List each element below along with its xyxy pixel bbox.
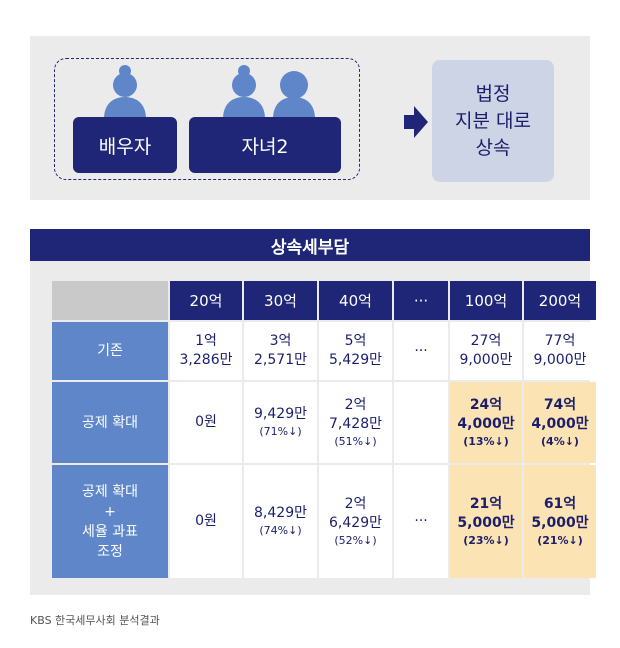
cell-change: (74%↓) <box>259 524 302 537</box>
cell-value: 77억 <box>544 333 576 349</box>
cell-change: (21%↓) <box>537 533 583 547</box>
cell-change: (4%↓) <box>541 434 579 448</box>
row-header-label: 공제 확대 <box>82 483 138 500</box>
table-cell: 2억 7,428만 (51%↓) <box>319 382 392 463</box>
table-cell <box>394 382 448 463</box>
column-header-label: ··· <box>413 291 429 310</box>
heirs-group: 배우자 자녀2 <box>54 58 360 180</box>
row-header-label: 조정 <box>97 543 123 560</box>
table-cell: ··· <box>394 322 448 380</box>
table-cell: 2억 6,429만 (52%↓) <box>319 465 392 578</box>
cell-value: 2억 <box>344 495 367 512</box>
cell-value: 0원 <box>195 513 217 529</box>
cell-value: 5,000만 <box>457 514 515 531</box>
table-cell: 8,429만 (74%↓) <box>244 465 317 578</box>
table-cell: 1억 3,286만 <box>170 322 242 380</box>
cell-value: 4,000만 <box>457 415 515 432</box>
cell-value: 9,000만 <box>459 352 513 368</box>
cell-value: 61억 <box>543 495 577 512</box>
cell-value: 0원 <box>195 414 217 430</box>
column-header: 20억 <box>170 281 242 320</box>
column-header: 200억 <box>524 281 596 320</box>
cell-value: 2억 <box>344 396 367 413</box>
table-cell: 0원 <box>170 465 242 578</box>
row-header-label: 공제 확대 <box>82 414 138 431</box>
cell-value: ··· <box>414 513 428 529</box>
cell-value: 74억 <box>543 396 577 413</box>
source-note: KBS 한국세무사회 분석결과 <box>30 614 160 627</box>
column-header-label: 20억 <box>189 292 223 310</box>
row-header-label: + <box>104 503 116 520</box>
cell-change: (13%↓) <box>463 434 509 448</box>
person-icon <box>273 71 315 119</box>
cell-value: 6,429만 <box>329 514 382 531</box>
table-corner <box>52 281 168 320</box>
table-cell: 77억 9,000만 <box>524 322 596 380</box>
table-cell: 5억 5,429만 <box>319 322 392 380</box>
table-cell: 27억 9,000만 <box>450 322 522 380</box>
column-header-label: 40억 <box>339 292 372 310</box>
person-icon <box>223 65 265 119</box>
column-header: ··· <box>394 281 448 320</box>
table-cell: 24억 4,000만 (13%↓) <box>450 382 522 463</box>
row-header: 공제 확대 <box>52 382 168 463</box>
cell-value: 9,429만 <box>254 406 307 422</box>
row-header-label: 기존 <box>97 343 123 359</box>
heir-children: 자녀2 <box>189 117 341 173</box>
cell-change: (23%↓) <box>463 533 509 547</box>
cell-value: 5,000만 <box>531 514 589 531</box>
row-header: 기존 <box>52 322 168 380</box>
cell-value: 21억 <box>469 495 503 512</box>
result-line: 상속 <box>475 136 511 159</box>
table-cell: 74억 4,000만 (4%↓) <box>524 382 596 463</box>
cell-value: ··· <box>414 342 428 359</box>
cell-value: 5,429만 <box>329 352 382 368</box>
table-cell: 0원 <box>170 382 242 463</box>
table-cell: 61억 5,000만 (21%↓) <box>524 465 596 578</box>
result-line: 법정 <box>475 82 511 105</box>
column-header: 30억 <box>244 281 317 320</box>
cell-change: (71%↓) <box>259 425 302 438</box>
cell-value: 3억 <box>269 333 292 349</box>
column-header-label: 30억 <box>264 292 297 310</box>
arrow-right-icon <box>404 106 428 138</box>
cell-value: 8,429만 <box>254 505 307 521</box>
cell-value: 24억 <box>469 396 503 413</box>
cell-value: 2,571만 <box>254 352 307 368</box>
cell-change: (52%↓) <box>334 533 377 547</box>
person-icon <box>104 65 146 119</box>
cell-value: 27억 <box>470 333 502 349</box>
cell-value: 9,000만 <box>533 352 587 368</box>
cell-change: (51%↓) <box>334 434 377 448</box>
cell-value: 3,286만 <box>179 352 233 368</box>
legal-share-box: 법정 지분 대로 상속 <box>432 60 554 182</box>
table-cell: 9,429만 (71%↓) <box>244 382 317 463</box>
table-cell: 21억 5,000만 (23%↓) <box>450 465 522 578</box>
table-title: 상속세부담 <box>30 229 590 261</box>
cell-value: 5억 <box>344 333 367 349</box>
cell-value: 7,428만 <box>329 415 382 432</box>
row-header-label: 세율 과표 <box>82 523 138 540</box>
column-header-label: 200억 <box>538 292 582 310</box>
table-cell: ··· <box>394 465 448 578</box>
cell-value: 4,000만 <box>531 415 589 432</box>
heir-spouse: 배우자 <box>73 117 177 173</box>
column-header: 100억 <box>450 281 522 320</box>
cell-value: 1억 <box>195 333 217 349</box>
inheritance-diagram: 배우자 자녀2 법정 지분 대로 상속 <box>30 36 590 200</box>
column-header: 40억 <box>319 281 392 320</box>
result-line: 지분 대로 <box>455 109 531 132</box>
column-header-label: 100억 <box>464 292 508 310</box>
table-cell: 3억 2,571만 <box>244 322 317 380</box>
